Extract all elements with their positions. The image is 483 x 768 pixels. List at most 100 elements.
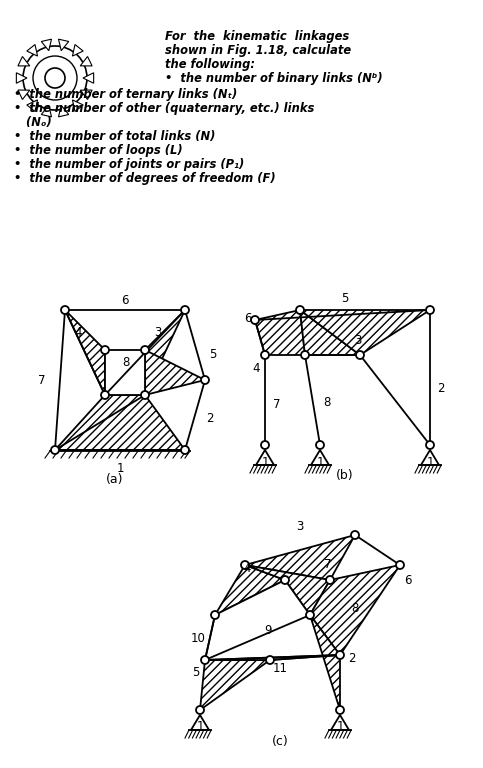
Polygon shape [58,105,69,117]
Polygon shape [205,655,340,660]
Text: 8: 8 [323,396,331,409]
Text: •  the number of binary links (Nᵇ): • the number of binary links (Nᵇ) [165,72,383,85]
Circle shape [241,561,249,569]
Polygon shape [145,350,205,395]
Circle shape [261,441,269,449]
Text: 1: 1 [261,456,269,469]
Polygon shape [58,39,69,51]
Text: 7: 7 [38,373,46,386]
Text: 3: 3 [154,326,162,339]
Polygon shape [83,73,94,83]
Text: 4: 4 [243,561,251,574]
Polygon shape [72,100,83,111]
Circle shape [336,706,344,714]
Text: 6: 6 [404,574,412,587]
Circle shape [181,306,189,314]
Polygon shape [105,350,145,395]
Circle shape [201,656,209,664]
Polygon shape [421,450,439,465]
Text: the following:: the following: [165,58,255,71]
Text: 2: 2 [206,412,214,425]
Text: 9: 9 [264,624,272,637]
Circle shape [266,656,274,664]
Circle shape [296,306,304,314]
Circle shape [201,376,209,384]
Text: •  the number of loops (L): • the number of loops (L) [14,144,183,157]
Text: 1: 1 [316,456,324,469]
Polygon shape [18,90,30,100]
Circle shape [426,306,434,314]
Polygon shape [200,660,270,710]
Text: 7: 7 [273,399,281,412]
Polygon shape [41,105,52,117]
Text: •  the number of total links (N): • the number of total links (N) [14,130,215,143]
Text: 2: 2 [348,651,356,664]
Polygon shape [255,310,305,355]
Polygon shape [310,615,340,710]
Text: 11: 11 [272,661,287,674]
Text: (a): (a) [106,474,124,486]
Polygon shape [72,45,83,56]
Text: 6: 6 [121,293,129,306]
Circle shape [101,346,109,354]
Text: 1: 1 [426,456,434,469]
Text: •  the number of degrees of freedom (F): • the number of degrees of freedom (F) [14,172,276,185]
Polygon shape [245,565,330,615]
Polygon shape [245,535,355,580]
Text: 2: 2 [437,382,445,395]
Circle shape [23,46,87,110]
Circle shape [326,576,334,584]
Circle shape [45,68,65,88]
Polygon shape [215,565,285,615]
Polygon shape [16,73,27,83]
Text: 1: 1 [196,720,204,733]
Text: 5: 5 [341,293,349,306]
Circle shape [396,561,404,569]
Circle shape [181,446,189,454]
Polygon shape [145,310,185,395]
Text: 3: 3 [296,521,304,534]
Polygon shape [191,715,209,730]
Circle shape [261,351,269,359]
Circle shape [101,391,109,399]
Text: For  the  kinematic  linkages: For the kinematic linkages [165,30,349,43]
Polygon shape [205,580,310,660]
Text: 6: 6 [244,312,252,325]
Text: 4: 4 [252,362,260,375]
Text: •  the number of ternary links (Nₜ): • the number of ternary links (Nₜ) [14,88,237,101]
Polygon shape [18,57,30,66]
Circle shape [351,531,359,539]
Circle shape [316,441,324,449]
Text: shown in Fig. 1.18, calculate: shown in Fig. 1.18, calculate [165,44,351,57]
Circle shape [356,351,364,359]
Text: 8: 8 [351,601,359,614]
Text: •  the number of other (quaternary, etc.) links: • the number of other (quaternary, etc.)… [14,102,314,115]
Circle shape [141,346,149,354]
Circle shape [33,56,77,100]
Text: 1: 1 [336,720,344,733]
Polygon shape [310,565,400,655]
Text: 8: 8 [122,356,130,369]
Text: 1: 1 [116,462,124,475]
Polygon shape [80,90,92,100]
Text: (Nₒ): (Nₒ) [14,116,52,129]
Text: 7: 7 [324,558,332,571]
Text: 3: 3 [355,333,362,346]
Text: •  the number of joints or pairs (P₁): • the number of joints or pairs (P₁) [14,158,244,171]
Circle shape [426,441,434,449]
Text: (b): (b) [336,468,354,482]
Polygon shape [256,450,274,465]
Polygon shape [80,57,92,66]
Circle shape [211,611,219,619]
Text: 5: 5 [209,349,217,362]
Circle shape [51,446,59,454]
Text: 10: 10 [191,631,205,644]
Polygon shape [300,310,360,355]
Circle shape [61,306,69,314]
Circle shape [196,706,204,714]
Circle shape [301,351,309,359]
Polygon shape [27,100,38,111]
Polygon shape [311,450,329,465]
Circle shape [281,576,289,584]
Circle shape [141,391,149,399]
